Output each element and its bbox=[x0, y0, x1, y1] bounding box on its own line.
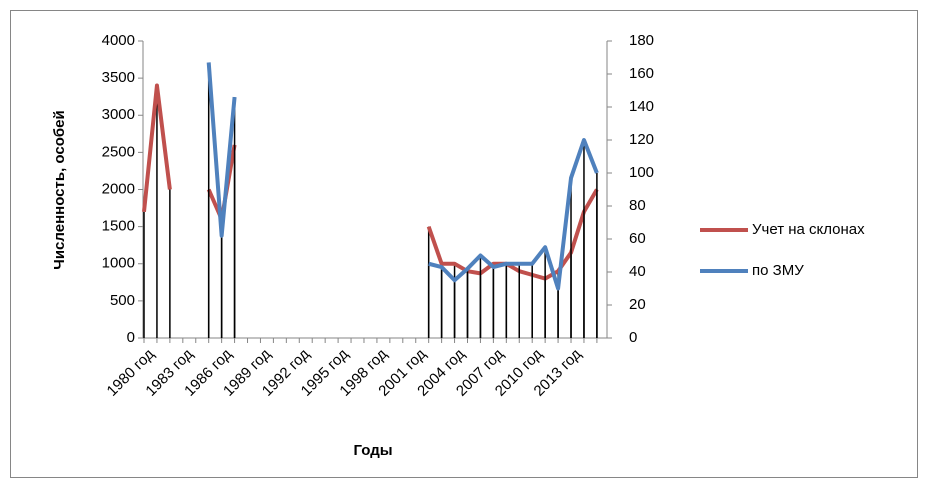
y2-tick-label: 0 bbox=[629, 329, 637, 346]
y2-tick-label: 100 bbox=[629, 164, 654, 181]
y2-tick-label: 20 bbox=[629, 296, 646, 313]
chart-border bbox=[10, 10, 918, 478]
y2-tick-label: 60 bbox=[629, 230, 646, 247]
y2-tick-label: 180 bbox=[629, 32, 654, 49]
y-tick-label: 0 bbox=[127, 329, 135, 346]
y-tick-label: 1500 bbox=[102, 218, 135, 235]
y-tick-label: 2500 bbox=[102, 143, 135, 160]
y-tick-label: 1000 bbox=[102, 255, 135, 272]
legend-label: по ЗМУ bbox=[752, 262, 804, 279]
y-tick-label: 3500 bbox=[102, 69, 135, 86]
y-tick-label: 500 bbox=[110, 292, 135, 309]
y-tick-label: 3000 bbox=[102, 106, 135, 123]
y2-tick-label: 140 bbox=[629, 98, 654, 115]
y2-tick-label: 120 bbox=[629, 131, 654, 148]
y-axis-title: Численность, особей bbox=[51, 110, 68, 269]
y2-tick-label: 40 bbox=[629, 263, 646, 280]
y-tick-label: 4000 bbox=[102, 32, 135, 49]
legend-label: Учет на склонах bbox=[752, 221, 865, 238]
x-axis-title: Годы bbox=[353, 442, 392, 459]
series-line bbox=[206, 62, 599, 291]
y2-tick-label: 160 bbox=[629, 65, 654, 82]
y2-tick-label: 80 bbox=[629, 197, 646, 214]
y-tick-label: 2000 bbox=[102, 180, 135, 197]
